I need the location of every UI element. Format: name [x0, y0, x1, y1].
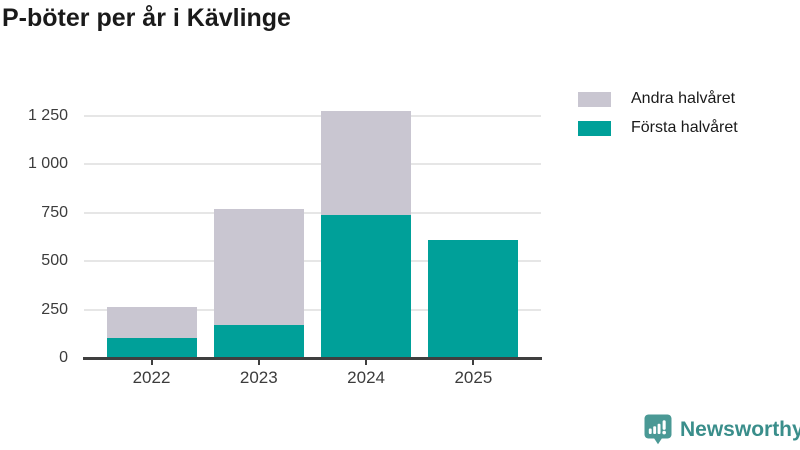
legend-swatch-andra	[578, 91, 611, 107]
legend-item-andra-halvaret: Andra halvåret	[578, 90, 738, 107]
newsworthy-logo-icon	[644, 414, 672, 445]
y-axis-tick-label: 0	[59, 349, 68, 366]
gridline	[84, 308, 541, 311]
legend-swatch-forsta	[578, 120, 611, 136]
x-axis-tick-label: 2025	[454, 368, 493, 387]
x-axis-tick-label: 2022	[132, 368, 171, 387]
bar-segment-forsta-2025	[428, 239, 519, 358]
y-axis-tick-label: 1 250	[27, 106, 68, 124]
x-axis-tick	[257, 358, 260, 365]
x-axis-tick-label: 2024	[347, 368, 385, 387]
gridline	[84, 114, 541, 117]
gridline	[84, 211, 541, 214]
bar-segment-forsta-2023	[213, 325, 304, 358]
legend: Andra halvåret Första halvåret	[578, 90, 738, 149]
x-axis-tick	[150, 358, 153, 365]
y-axis-tick-label: 250	[41, 300, 68, 318]
bar-segment-forsta-2024	[321, 215, 412, 358]
chart-title: P-böter per år i Kävlinge	[2, 4, 291, 32]
gridline	[84, 163, 541, 165]
bar-segment-andra-2024	[321, 110, 412, 216]
bar-segment-andra-2023	[213, 208, 304, 325]
bar-segment-andra-2022	[106, 306, 197, 338]
legend-label-forsta: Första halvåret	[631, 119, 738, 136]
x-axis-tick	[365, 358, 368, 365]
bar-segment-forsta-2022	[106, 337, 197, 358]
gridline	[84, 260, 541, 262]
x-axis-tick-label: 2023	[239, 368, 278, 387]
y-axis-tick-label: 500	[41, 252, 68, 269]
y-axis-tick-label: 1 000	[27, 155, 68, 172]
brand-name: Newsworthy	[680, 417, 800, 441]
x-axis-tick	[472, 358, 475, 365]
legend-item-forsta-halvaret: Första halvåret	[578, 119, 738, 136]
legend-label-andra: Andra halvåret	[631, 90, 736, 107]
brand-footer: Newsworthy	[644, 414, 800, 445]
x-axis-line	[83, 356, 542, 360]
y-axis-tick-label: 750	[41, 203, 68, 221]
